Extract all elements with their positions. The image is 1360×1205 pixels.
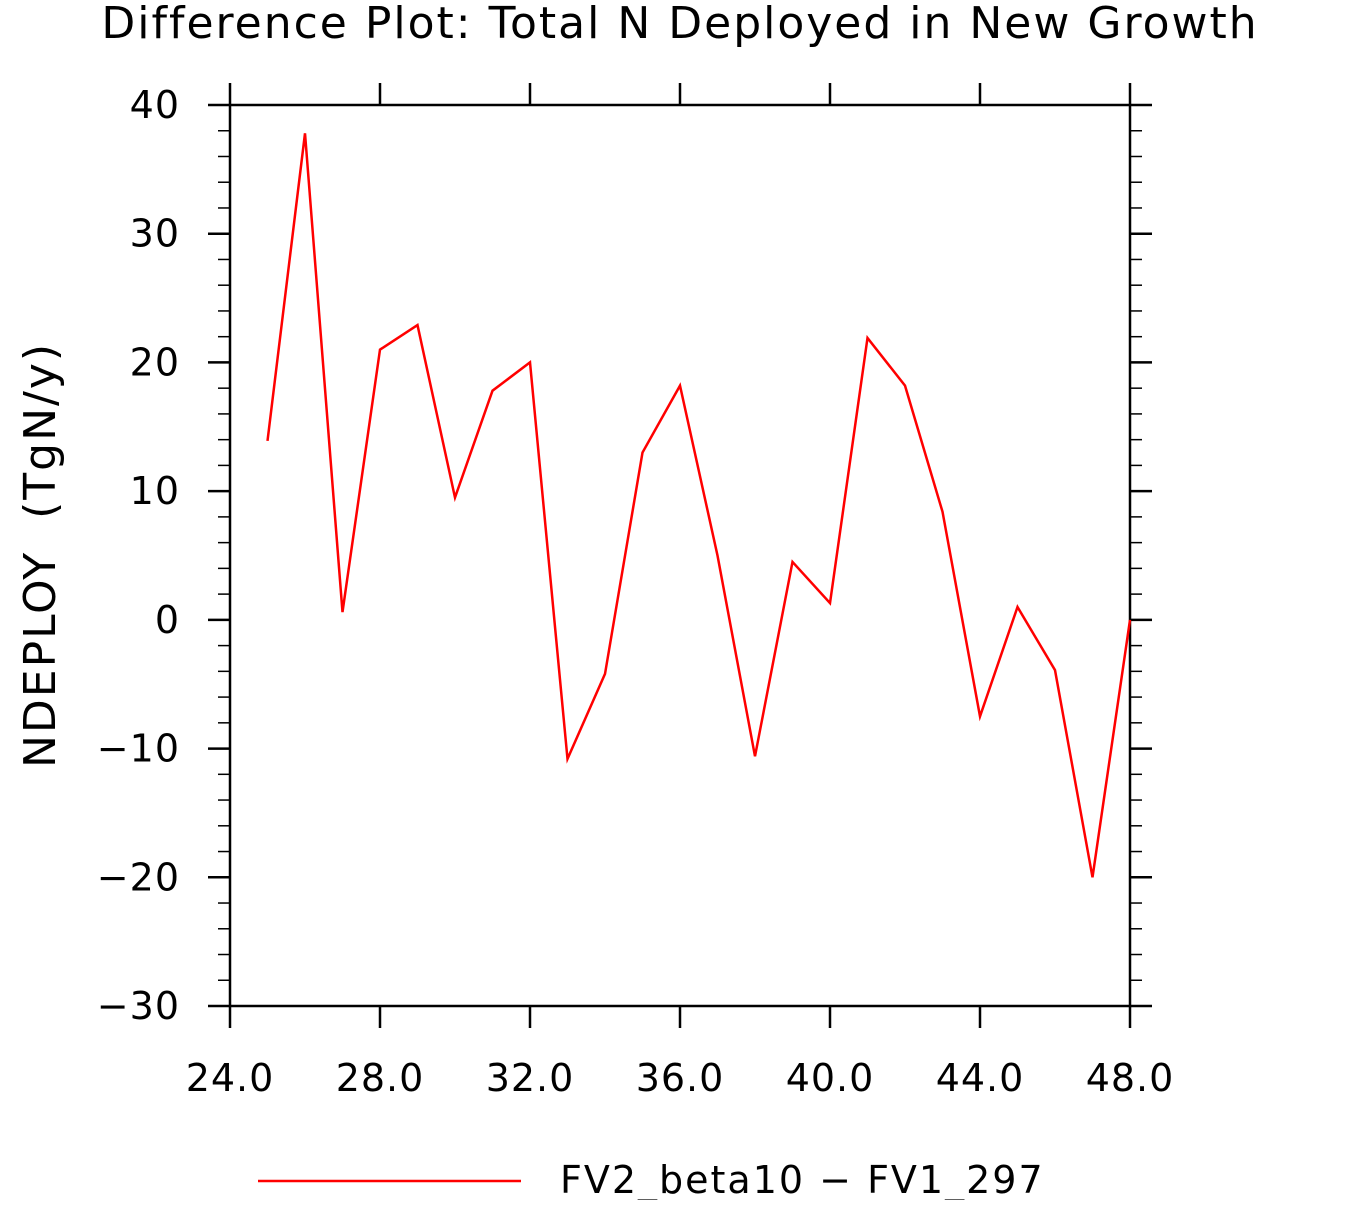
series-layer [266, 133, 1132, 878]
x-tick-label: 40.0 [786, 1056, 875, 1100]
y-tick-label: 40 [130, 83, 180, 127]
x-tick-label: 48.0 [1086, 1056, 1175, 1100]
y-tick-label: 10 [130, 469, 180, 513]
y-tick-label: −20 [97, 855, 180, 899]
x-tick-label: 44.0 [936, 1056, 1025, 1100]
legend-label: FV2_beta10 − FV1_297 [560, 1158, 1045, 1200]
x-tick-label: 32.0 [486, 1056, 575, 1100]
legend: FV2_beta10 − FV1_297 [258, 1158, 1045, 1202]
y-tick-label: 0 [155, 598, 180, 642]
axes: −30 −20 −10 0 10 20 30 40 24.0 28.0 32.0 36.0 40.0 44… [97, 83, 1175, 1100]
x-tick-label: 24.0 [186, 1056, 275, 1100]
y-tick-label: 30 [130, 212, 180, 256]
y-tick-label: −30 [97, 984, 180, 1028]
y-axis-label: NDEPLOY (TgN/y) [15, 342, 66, 768]
plot-frame [228, 103, 1132, 1008]
chart-title: Difference Plot: Total N Deployed in New… [101, 0, 1258, 49]
x-tick-label: 36.0 [636, 1056, 725, 1100]
y-tick-label: 20 [130, 340, 180, 384]
y-tick-label: −10 [97, 727, 180, 771]
series-line [266, 133, 1132, 878]
x-tick-label: 28.0 [336, 1056, 425, 1100]
